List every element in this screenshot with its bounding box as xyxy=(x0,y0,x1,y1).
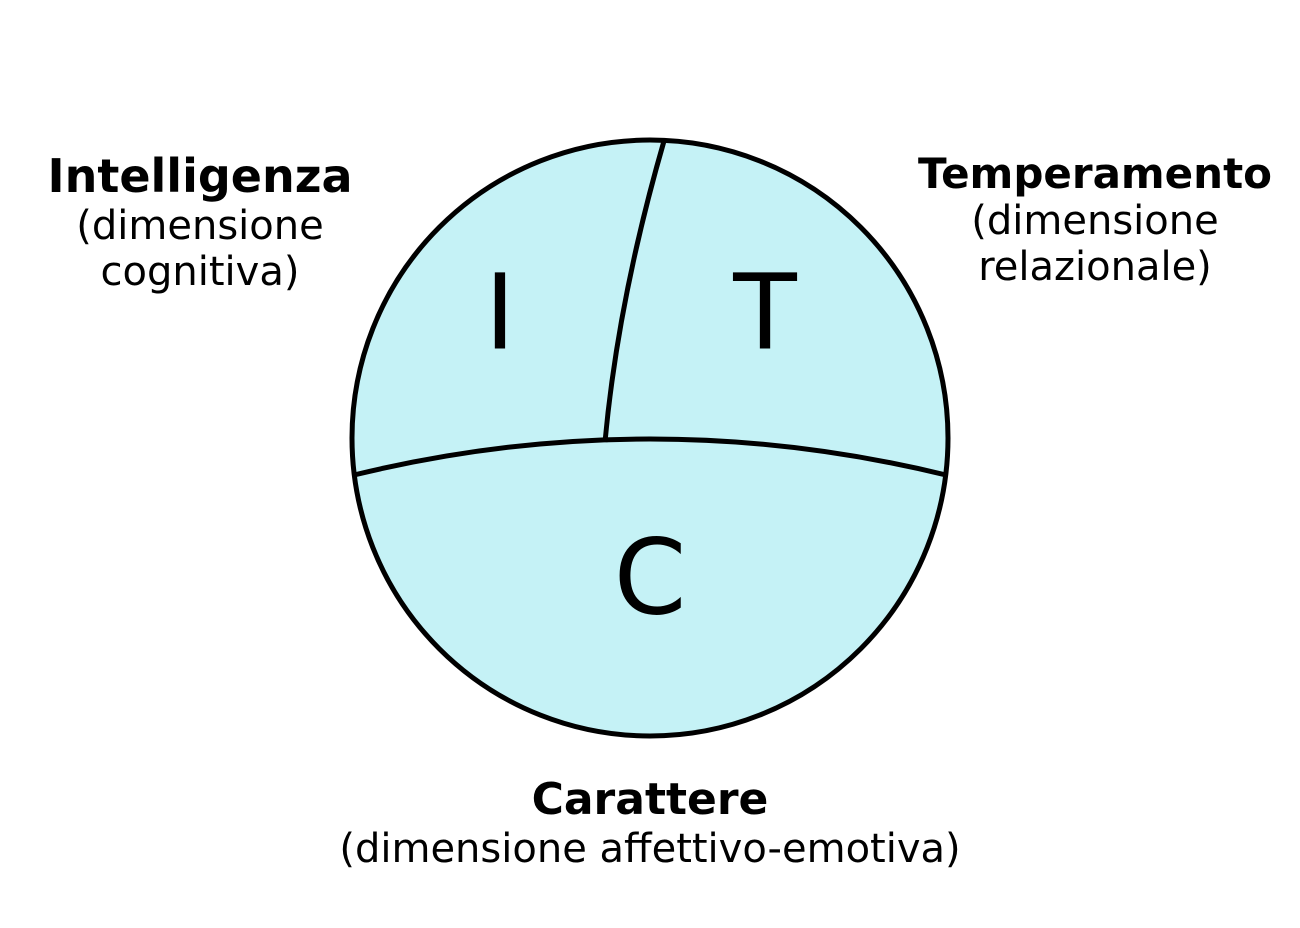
label-intelligenza-title: Intelligenza xyxy=(47,150,352,203)
label-temperamento-sub1: (dimensione xyxy=(918,198,1272,244)
label-intelligenza-sub2: cognitiva) xyxy=(47,249,352,295)
label-carattere-sub1: (dimensione affettivo-emotiva) xyxy=(339,826,960,872)
inner-letter-t: T xyxy=(732,251,797,373)
label-carattere-title: Carattere xyxy=(339,775,960,826)
label-temperamento-title: Temperamento xyxy=(918,150,1272,198)
inner-letter-i: I xyxy=(485,251,516,373)
label-carattere: Carattere (dimensione affettivo-emotiva) xyxy=(339,775,960,872)
diagram-stage: I T C Intelligenza (dimensione cognitiva… xyxy=(0,0,1300,928)
label-intelligenza: Intelligenza (dimensione cognitiva) xyxy=(47,150,352,295)
inner-letter-c: C xyxy=(614,516,687,638)
label-intelligenza-sub1: (dimensione xyxy=(47,203,352,249)
label-temperamento: Temperamento (dimensione relazionale) xyxy=(918,150,1272,290)
label-temperamento-sub2: relazionale) xyxy=(918,244,1272,290)
